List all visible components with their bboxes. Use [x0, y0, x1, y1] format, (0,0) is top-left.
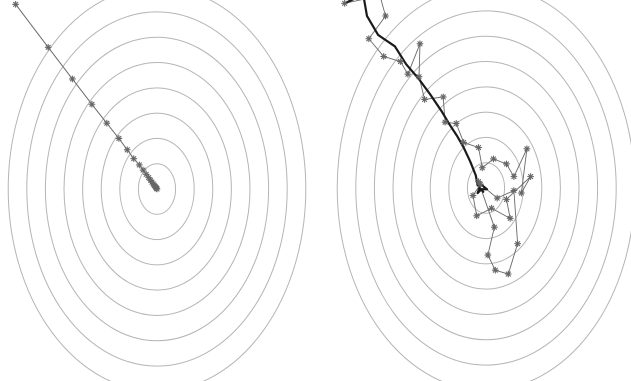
contour-level-2: [448, 136, 524, 240]
asterisk-marker: [510, 187, 518, 194]
asterisk-marker: [44, 43, 52, 51]
asterisk-marker: [365, 35, 373, 43]
asterisk-marker: [421, 96, 429, 103]
asterisk-marker: [504, 270, 512, 278]
asterisk-marker: [517, 189, 525, 197]
contour-level-8: [7, 0, 307, 381]
asterisk-marker: [416, 40, 424, 48]
asterisk-marker: [493, 194, 501, 202]
stochastic-gradient-markers: [341, 0, 535, 278]
asterisk-marker: [523, 145, 531, 153]
contour-level-6: [373, 35, 599, 341]
contour-lines: [336, 0, 631, 381]
asterisk-marker: [115, 134, 123, 142]
asterisk-marker: [460, 139, 468, 146]
asterisk-marker: [142, 170, 150, 178]
contour-level-7: [26, 11, 288, 367]
asterisk-marker: [489, 155, 497, 163]
contour-level-3: [100, 112, 214, 266]
asterisk-marker: [135, 161, 143, 169]
asterisk-marker: [488, 204, 496, 212]
asterisk-marker: [153, 185, 161, 193]
asterisk-marker: [139, 166, 147, 174]
asterisk-marker: [475, 144, 483, 151]
gradient-descent-panel: [7, 0, 307, 381]
contour-level-3: [429, 111, 543, 265]
asterisk-marker: [415, 73, 423, 81]
asterisk-marker: [490, 223, 498, 231]
gradient-descent-markers: [12, 0, 161, 193]
contour-level-2: [119, 137, 195, 241]
asterisk-marker: [380, 53, 388, 60]
asterisk-marker: [404, 70, 412, 78]
asterisk-marker: [473, 212, 481, 220]
asterisk-marker: [341, 0, 349, 7]
contour-level-5: [392, 61, 580, 315]
asterisk-marker: [506, 214, 514, 222]
asterisk-marker: [484, 251, 492, 259]
asterisk-marker: [478, 164, 486, 172]
stochastic-gradient-panel: [336, 0, 631, 381]
asterisk-marker: [103, 119, 111, 127]
asterisk-marker: [12, 0, 20, 8]
asterisk-marker: [503, 195, 510, 203]
asterisk-marker: [491, 266, 499, 274]
asterisk-marker: [88, 100, 96, 108]
asterisk-marker: [68, 75, 76, 83]
asterisk-marker: [441, 118, 449, 126]
asterisk-marker: [452, 120, 460, 127]
asterisk-marker: [510, 173, 518, 181]
contour-level-4: [411, 86, 561, 290]
contour-level-1: [137, 163, 177, 215]
contour-lines: [7, 0, 307, 381]
contour-level-8: [336, 0, 631, 381]
averaged-iterate-path: [343, 0, 489, 195]
stochastic-gradient-path: [344, 0, 532, 275]
asterisk-marker: [439, 93, 447, 101]
asterisk-marker: [514, 240, 522, 248]
asterisk-marker: [475, 178, 483, 186]
asterisk-marker: [503, 160, 510, 168]
asterisk-marker: [130, 155, 138, 163]
asterisk-marker: [382, 12, 390, 20]
contour-level-1: [466, 162, 506, 214]
contour-level-5: [63, 62, 251, 316]
contour-level-7: [355, 10, 617, 366]
asterisk-marker: [469, 192, 477, 200]
contour-level-6: [44, 36, 270, 342]
asterisk-marker: [527, 173, 535, 181]
asterisk-marker: [123, 146, 131, 154]
contour-level-4: [82, 87, 232, 291]
asterisk-marker: [396, 58, 404, 65]
